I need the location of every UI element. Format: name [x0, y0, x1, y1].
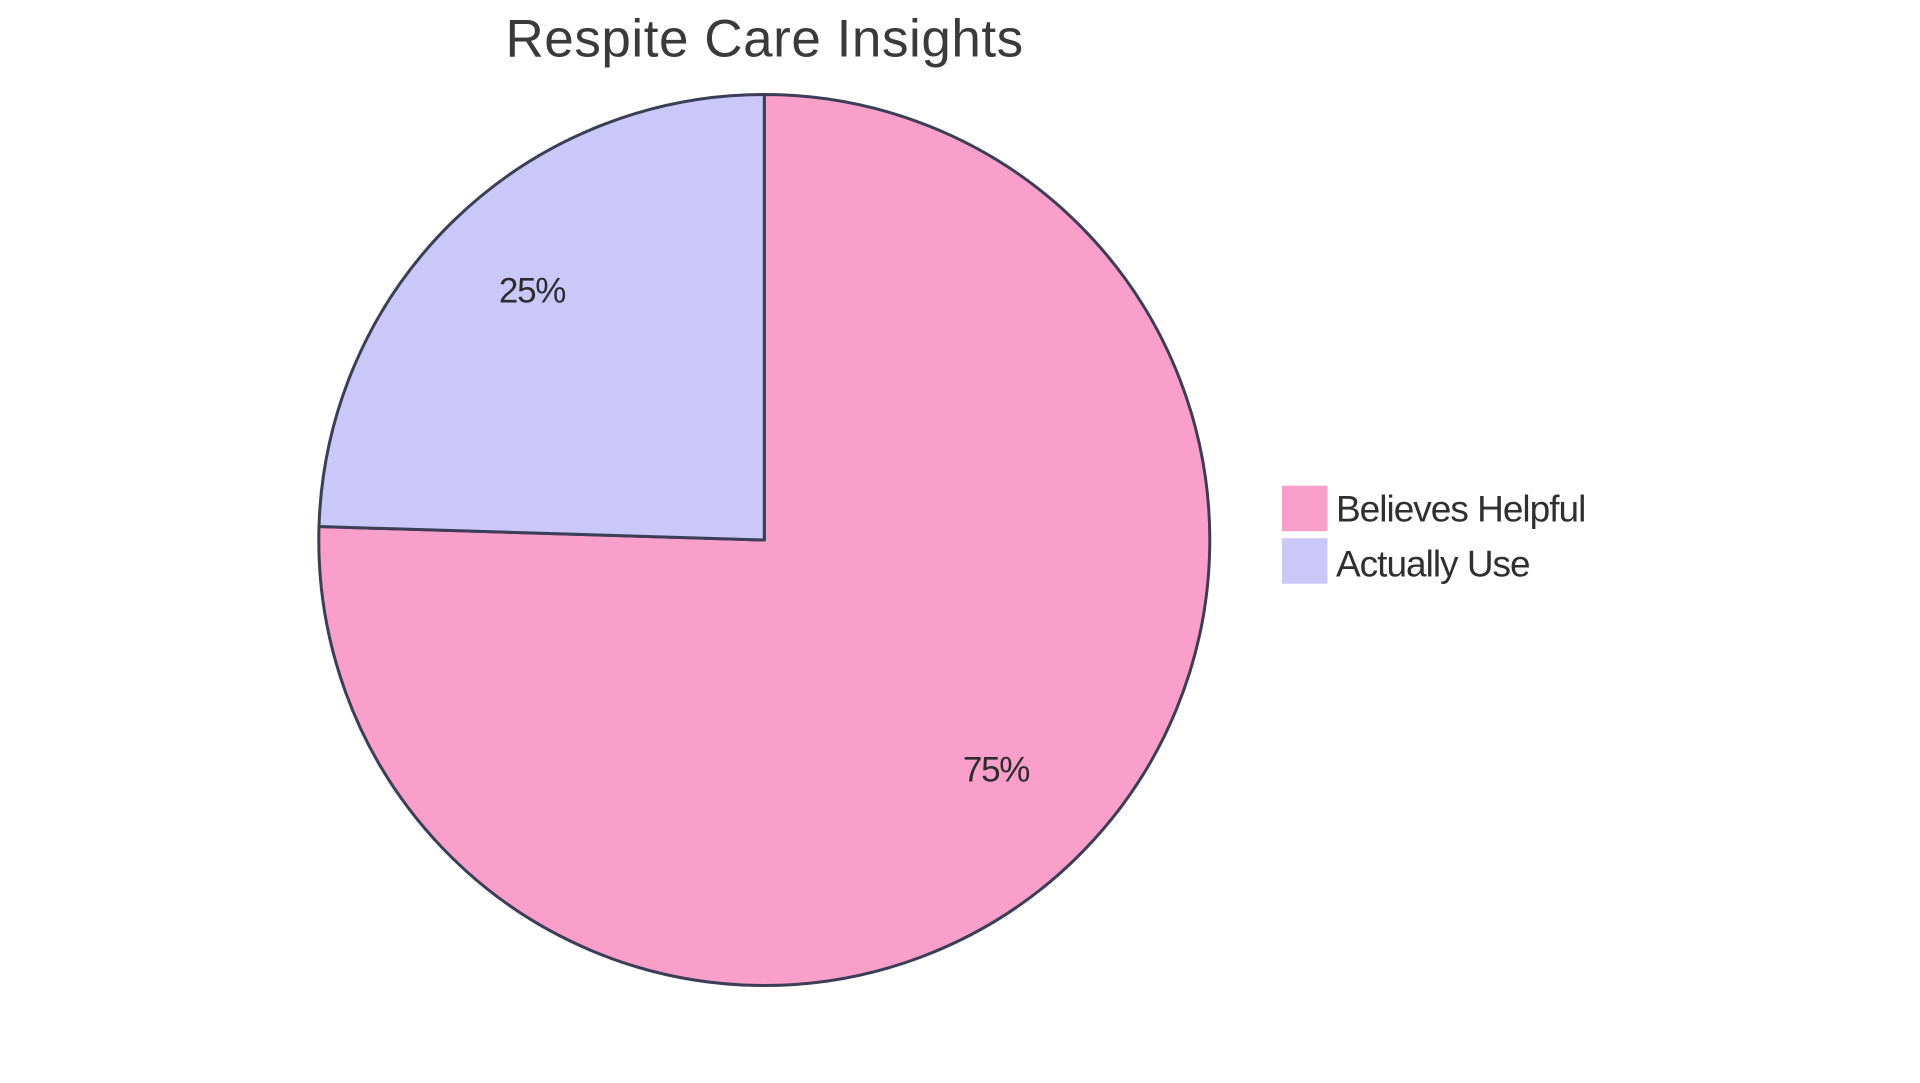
svg-text:Respite Care Insights: Respite Care Insights [505, 10, 1023, 69]
svg-text:25%: 25% [499, 272, 565, 311]
svg-text:Actually Use: Actually Use [1336, 544, 1530, 585]
svg-text:75%: 75% [963, 751, 1029, 790]
svg-text:Believes Helpful: Believes Helpful [1336, 489, 1585, 530]
